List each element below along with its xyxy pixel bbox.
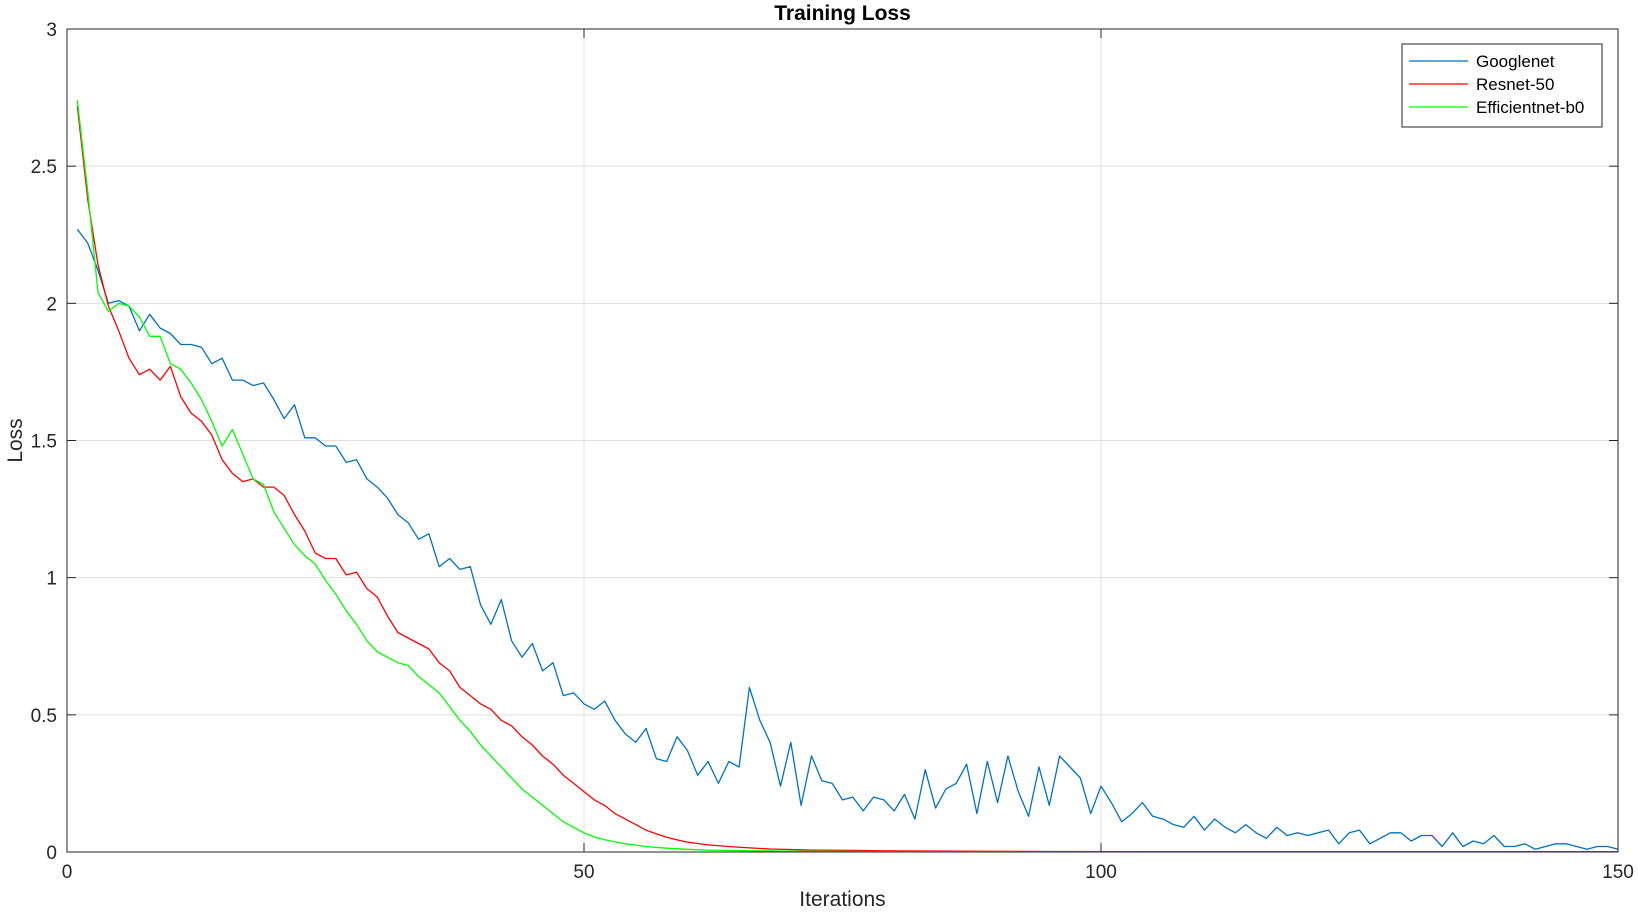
- y-tick-label: 0: [46, 843, 57, 864]
- x-tick-label: 0: [62, 862, 73, 883]
- x-tick-label: 50: [573, 862, 594, 883]
- chart-title: Training Loss: [774, 2, 911, 25]
- y-tick-label: 1: [46, 569, 57, 590]
- x-axis-label: Iterations: [799, 888, 885, 911]
- legend-label: Googlenet: [1476, 52, 1555, 71]
- series-line-efficientnet-b0: [76, 100, 1618, 853]
- y-tick-label: 2.5: [31, 157, 57, 178]
- series-line-resnet-50: [76, 105, 1618, 853]
- legend-label: Resnet-50: [1476, 75, 1554, 94]
- legend-box: [1401, 43, 1603, 128]
- axis-ticks: 0 50 100 150 0 0.5 1 1.5 2 2.5 3: [31, 20, 1634, 883]
- legend: Googlenet Resnet-50 Efficientnet-b0: [1401, 43, 1603, 128]
- x-tick-label: 100: [1085, 862, 1117, 883]
- y-tick-label: 1.5: [31, 432, 57, 453]
- series-lines: [76, 100, 1619, 853]
- y-tick-label: 2: [46, 294, 57, 315]
- series-line-googlenet: [76, 228, 1619, 850]
- x-tick-label: 150: [1602, 862, 1634, 883]
- y-axis-label: Loss: [4, 418, 27, 462]
- y-tick-label: 0.5: [31, 706, 57, 727]
- legend-label: Efficientnet-b0: [1476, 98, 1584, 117]
- y-tick-label: 3: [46, 20, 57, 41]
